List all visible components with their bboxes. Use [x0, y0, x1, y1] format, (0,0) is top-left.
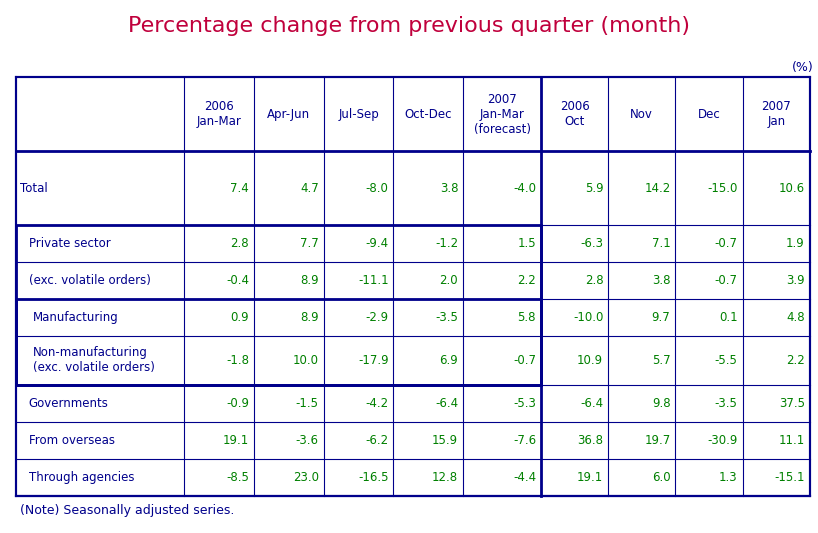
Text: Oct-Dec: Oct-Dec	[405, 108, 452, 120]
Text: -1.2: -1.2	[435, 237, 458, 250]
Text: -8.5: -8.5	[227, 471, 249, 484]
Text: -3.5: -3.5	[715, 397, 738, 410]
Text: 0.9: 0.9	[231, 311, 249, 324]
Text: 1.3: 1.3	[719, 471, 738, 484]
Text: (exc. volatile orders): (exc. volatile orders)	[29, 274, 151, 287]
Text: 36.8: 36.8	[578, 434, 603, 447]
Text: -0.7: -0.7	[715, 237, 738, 250]
Text: Apr-Jun: Apr-Jun	[267, 108, 311, 120]
Text: -6.3: -6.3	[580, 237, 603, 250]
Text: 8.9: 8.9	[300, 311, 319, 324]
Text: From overseas: From overseas	[29, 434, 115, 447]
Text: -11.1: -11.1	[358, 274, 389, 287]
Text: 2.8: 2.8	[231, 237, 249, 250]
Text: 1.9: 1.9	[786, 237, 805, 250]
Text: 10.9: 10.9	[578, 354, 603, 367]
Text: Non-manufacturing
(exc. volatile orders): Non-manufacturing (exc. volatile orders)	[33, 346, 155, 374]
Text: 15.9: 15.9	[432, 434, 458, 447]
Text: 2006
Jan-Mar: 2006 Jan-Mar	[197, 100, 241, 128]
Text: Nov: Nov	[631, 108, 654, 120]
Text: Percentage change from previous quarter (month): Percentage change from previous quarter …	[128, 16, 690, 36]
Text: 7.1: 7.1	[652, 237, 671, 250]
Text: -3.5: -3.5	[435, 311, 458, 324]
Text: 10.0: 10.0	[293, 354, 319, 367]
Text: 6.0: 6.0	[652, 471, 671, 484]
Text: 19.1: 19.1	[577, 471, 603, 484]
Text: -5.5: -5.5	[715, 354, 738, 367]
Text: Governments: Governments	[29, 397, 109, 410]
Text: 11.1: 11.1	[779, 434, 805, 447]
Text: -5.3: -5.3	[513, 397, 536, 410]
Text: -4.0: -4.0	[513, 182, 536, 195]
Text: 3.8: 3.8	[440, 182, 458, 195]
Text: -17.9: -17.9	[358, 354, 389, 367]
Text: 3.8: 3.8	[652, 274, 671, 287]
Text: 5.9: 5.9	[585, 182, 603, 195]
Text: -6.4: -6.4	[580, 397, 603, 410]
Text: 9.8: 9.8	[652, 397, 671, 410]
Text: 1.5: 1.5	[518, 237, 536, 250]
Text: -30.9: -30.9	[708, 434, 738, 447]
Text: (%): (%)	[792, 61, 814, 74]
Text: -1.5: -1.5	[296, 397, 319, 410]
Text: -1.8: -1.8	[226, 354, 249, 367]
Text: 5.8: 5.8	[518, 311, 536, 324]
Text: 9.7: 9.7	[652, 311, 671, 324]
Text: -15.0: -15.0	[708, 182, 738, 195]
Text: -4.4: -4.4	[513, 471, 536, 484]
Text: 4.8: 4.8	[786, 311, 805, 324]
Text: -0.7: -0.7	[715, 274, 738, 287]
Text: 0.1: 0.1	[719, 311, 738, 324]
Text: -0.9: -0.9	[226, 397, 249, 410]
Text: 12.8: 12.8	[432, 471, 458, 484]
Text: 7.4: 7.4	[231, 182, 249, 195]
Text: -7.6: -7.6	[513, 434, 536, 447]
Text: Jul-Sep: Jul-Sep	[338, 108, 379, 120]
Text: 3.9: 3.9	[786, 274, 805, 287]
Text: -6.4: -6.4	[435, 397, 458, 410]
Text: -4.2: -4.2	[366, 397, 389, 410]
Text: 6.9: 6.9	[439, 354, 458, 367]
Text: 37.5: 37.5	[779, 397, 805, 410]
Text: -0.7: -0.7	[513, 354, 536, 367]
Text: 19.1: 19.1	[223, 434, 249, 447]
Text: -3.6: -3.6	[296, 434, 319, 447]
Text: -16.5: -16.5	[358, 471, 389, 484]
Text: -9.4: -9.4	[366, 237, 389, 250]
Text: (Note) Seasonally adjusted series.: (Note) Seasonally adjusted series.	[20, 504, 235, 517]
Text: 2006
Oct: 2006 Oct	[560, 100, 590, 128]
Text: -8.0: -8.0	[366, 182, 389, 195]
Text: -6.2: -6.2	[366, 434, 389, 447]
Text: 4.7: 4.7	[300, 182, 319, 195]
Text: 5.7: 5.7	[652, 354, 671, 367]
Text: 8.9: 8.9	[300, 274, 319, 287]
Text: 2007
Jan: 2007 Jan	[762, 100, 791, 128]
Text: 19.7: 19.7	[645, 434, 671, 447]
Text: -2.9: -2.9	[366, 311, 389, 324]
Text: 10.6: 10.6	[779, 182, 805, 195]
Text: 2.2: 2.2	[786, 354, 805, 367]
Text: 2.0: 2.0	[439, 274, 458, 287]
Text: -10.0: -10.0	[573, 311, 603, 324]
Text: Total: Total	[20, 182, 48, 195]
Text: 14.2: 14.2	[645, 182, 671, 195]
Text: Through agencies: Through agencies	[29, 471, 134, 484]
Text: 23.0: 23.0	[293, 471, 319, 484]
Text: Private sector: Private sector	[29, 237, 110, 250]
Text: Dec: Dec	[698, 108, 721, 120]
Text: 2.8: 2.8	[585, 274, 603, 287]
Text: Manufacturing: Manufacturing	[33, 311, 119, 324]
Text: 2.2: 2.2	[517, 274, 536, 287]
Text: -15.1: -15.1	[775, 471, 805, 484]
Text: 7.7: 7.7	[300, 237, 319, 250]
Text: 2007
Jan-Mar
(forecast): 2007 Jan-Mar (forecast)	[474, 93, 531, 136]
Text: -0.4: -0.4	[226, 274, 249, 287]
